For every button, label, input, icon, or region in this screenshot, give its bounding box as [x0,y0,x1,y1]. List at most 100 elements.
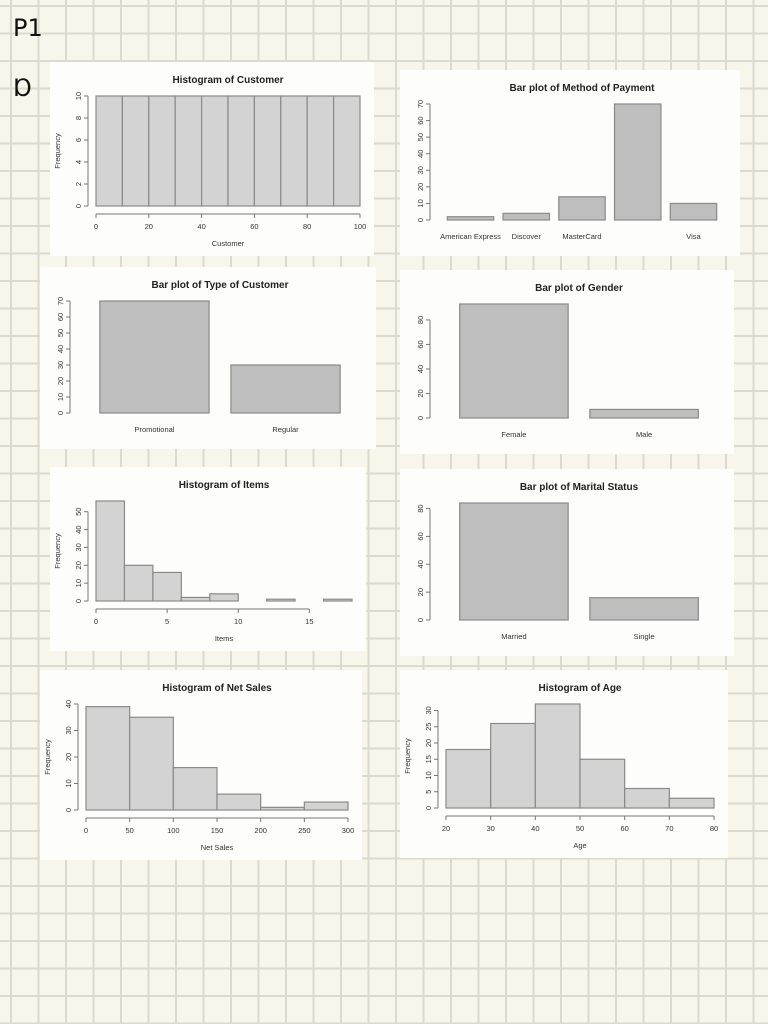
y-tick-label: 50 [74,508,83,516]
y-tick-label: 70 [416,100,425,108]
y-tick-label: 10 [74,92,83,100]
histogram-bar [227,95,255,207]
histogram-bar [306,95,335,207]
y-tick-label: 70 [56,297,65,305]
x-tick-label: 0 [84,826,88,835]
histogram-bar [333,95,361,207]
y-tick-label: 80 [416,316,425,324]
x-tick-label: 100 [167,826,180,835]
y-tick-label: 10 [416,199,425,207]
y-axis-label: Frequency [403,738,412,774]
histogram-bar [180,596,211,602]
chart-title: Histogram of Items [179,480,270,491]
y-tick-label: 0 [416,416,425,420]
y-tick-label: 60 [416,532,425,540]
y-tick-label: 0 [74,204,83,208]
x-axis-label: Customer [212,239,245,248]
bar [99,300,210,414]
bar [446,216,495,221]
bar [613,103,662,221]
chart-age-histogram: Histogram of Age 0 5 10 15 20 25 30 Frequency 20 3… [400,670,728,858]
category-label: Regular [272,425,299,434]
chart-net-sales-histogram: Histogram of Net Sales 0 10 20 30 40 Frequency… [40,670,362,860]
y-axis-label: Frequency [43,739,52,775]
histogram-bar [152,571,182,602]
y-axis-label: Frequency [53,533,62,569]
bar [230,364,341,414]
x-tick-label: 200 [254,826,267,835]
category-label: Female [501,430,526,439]
histogram-bar [121,95,150,207]
x-tick-label: 40 [197,222,205,231]
y-tick-label: 0 [56,411,65,415]
bar [459,502,569,621]
y-tick-label: 30 [64,726,73,734]
chart-customer-histogram: Histogram of Customer 0 2 4 6 8 10 Frequency 0 20… [50,62,374,256]
histogram-bar [174,95,203,207]
x-tick-label: 60 [620,824,628,833]
chart-title: Bar plot of Gender [535,283,623,294]
chart-title: Bar plot of Marital Status [520,482,639,493]
histogram-bar [201,95,229,207]
y-tick-label: 50 [56,329,65,337]
histogram-bar [123,564,154,602]
y-tick-label: 80 [416,504,425,512]
bar [589,408,699,419]
category-label: Visa [686,232,701,241]
y-tick-label: 30 [424,706,433,714]
x-tick-label: 250 [298,826,311,835]
y-tick-label: 10 [74,579,83,587]
x-tick-label: 300 [342,826,355,835]
category-label: Male [636,430,652,439]
y-tick-label: 30 [56,361,65,369]
y-tick-label: 40 [416,150,425,158]
x-axis-label: Net Sales [201,843,234,852]
x-tick-label: 80 [303,222,311,231]
chart-items-histogram: Histogram of Items 0 10 20 30 40 50 Frequency 0 5… [50,467,366,651]
y-tick-label: 20 [74,561,83,569]
y-tick-label: 0 [416,218,425,222]
x-tick-label: 100 [354,222,367,231]
histogram-bar [85,706,131,811]
x-tick-label: 40 [531,824,539,833]
histogram-bar [490,722,536,809]
y-tick-label: 25 [424,723,433,731]
x-axis-label: Items [215,634,234,643]
x-tick-label: 10 [234,617,242,626]
chart-title: Bar plot of Type of Customer [151,280,288,291]
handwritten-mark: Ɒ [14,74,33,102]
histogram-bar [216,793,262,811]
y-tick-label: 2 [74,182,83,186]
y-tick-label: 6 [74,138,83,142]
bar [502,212,551,221]
x-tick-label: 15 [305,617,313,626]
y-tick-label: 20 [416,389,425,397]
histogram-bar [280,95,308,207]
histogram-bar [95,500,126,602]
y-tick-label: 15 [424,755,433,763]
histogram-bar [445,748,492,809]
histogram-bar [95,95,123,207]
category-label: American Express [440,232,501,241]
x-tick-label: 5 [165,617,169,626]
bar [669,202,718,221]
y-tick-label: 60 [56,313,65,321]
y-tick-label: 0 [64,808,73,812]
bar [589,597,699,621]
category-label: Discover [512,232,542,241]
x-tick-label: 0 [94,617,98,626]
bar [558,196,606,221]
histogram-bar [668,797,715,809]
y-tick-label: 5 [424,790,433,794]
x-tick-label: 70 [665,824,673,833]
chart-marital-barplot: Bar plot of Marital Status 0 20 40 60 80 Marri… [400,469,734,656]
y-tick-label: 50 [416,133,425,141]
y-tick-label: 10 [424,771,433,779]
y-tick-label: 20 [416,588,425,596]
x-tick-label: 50 [125,826,133,835]
chart-title: Histogram of Age [539,683,622,694]
chart-payment-barplot: Bar plot of Method of Payment 0 10 20 30 40 50… [400,70,740,256]
x-tick-label: 150 [211,826,224,835]
histogram-bar [253,95,282,207]
histogram-bar [624,787,670,809]
